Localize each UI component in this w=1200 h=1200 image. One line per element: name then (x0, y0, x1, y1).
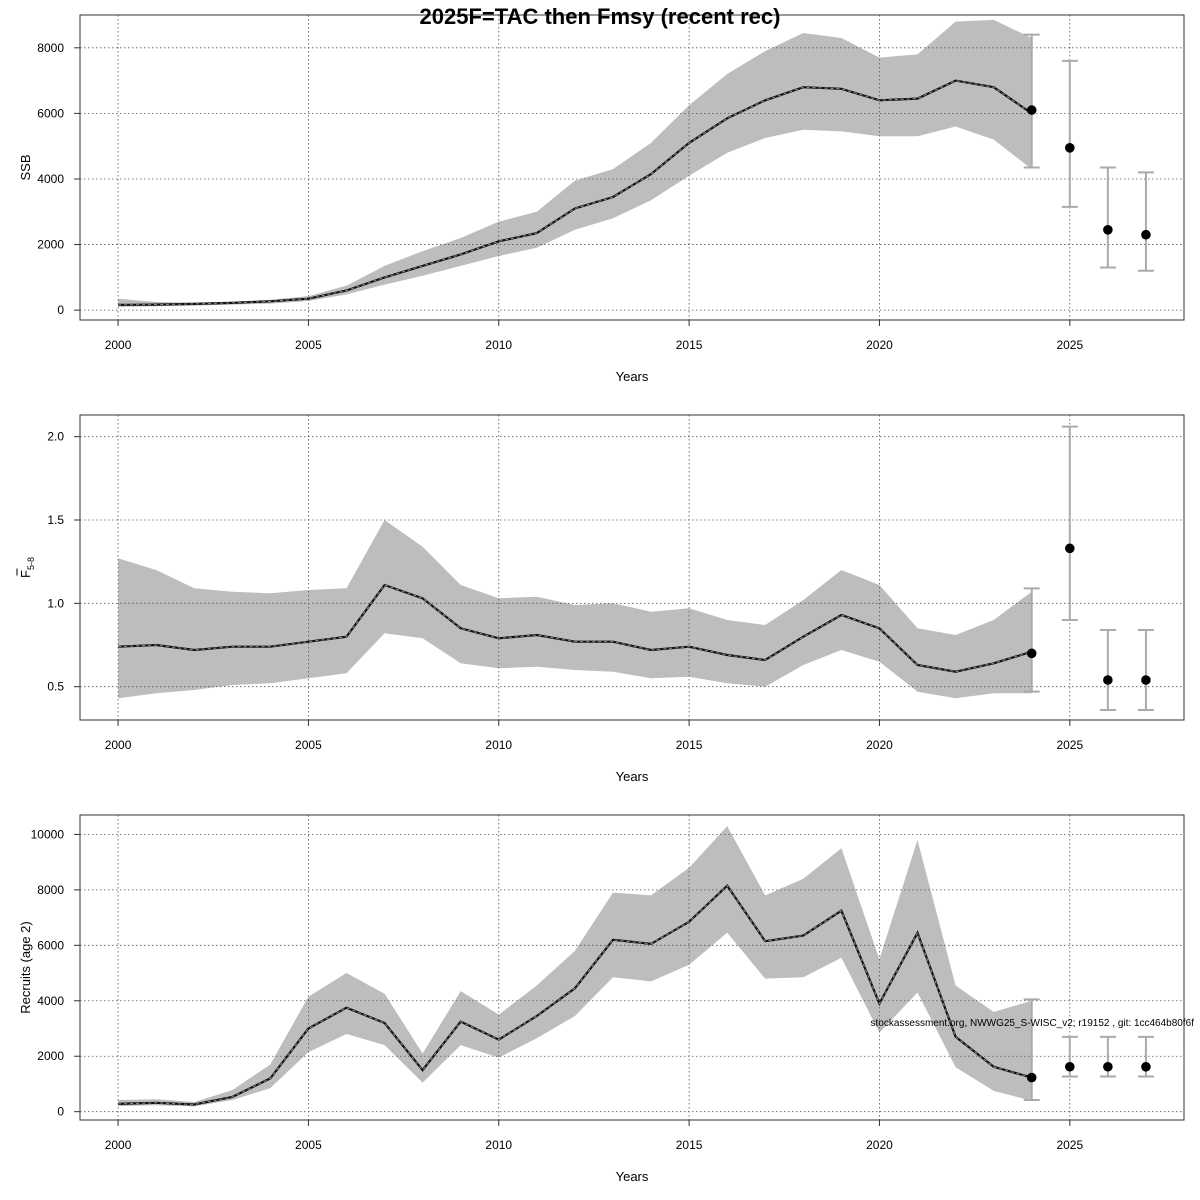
projection-point (1141, 675, 1151, 685)
x-tick-label: 2015 (676, 738, 703, 752)
confidence-band (118, 826, 1032, 1107)
y-tick-label: 0.5 (47, 680, 64, 694)
estimate-line-dash (118, 885, 1032, 1105)
plot-frame (79, 14, 1185, 321)
y-tick-label: 0 (57, 1105, 64, 1119)
plot-frame (79, 814, 1185, 1121)
y-tick-label: 4000 (37, 172, 64, 186)
estimate-line-dash (118, 584, 1032, 673)
y-axis-title-subscript: 5-8 (26, 557, 36, 570)
y-tick-label: 4000 (37, 994, 64, 1008)
y-tick-label: 8000 (37, 41, 64, 55)
x-tick-label: 2020 (866, 338, 893, 352)
y-tick-label: 10000 (31, 827, 65, 841)
x-tick-label: 2025 (1056, 1138, 1083, 1152)
projection-point (1026, 105, 1037, 115)
x-tick-label: 2010 (485, 738, 512, 752)
x-tick-label: 2025 (1056, 338, 1083, 352)
y-tick-label: 8000 (37, 883, 64, 897)
projection-point (1141, 229, 1151, 240)
projection-point (1103, 225, 1113, 235)
projection-point (1064, 1061, 1075, 1072)
projection-point (1026, 648, 1037, 659)
plot-frame (79, 414, 1185, 721)
x-axis-title: Years (616, 769, 649, 784)
x-tick-label: 2005 (295, 1138, 322, 1152)
y-tick-label: 6000 (37, 106, 64, 120)
y-axis-title: SSB (18, 154, 33, 180)
x-tick-label: 2010 (485, 338, 512, 352)
x-tick-label: 2015 (676, 338, 703, 352)
projection-point (1103, 1061, 1113, 1072)
panel-fbar: 2000 2005 2010 2015 2020 2025 0.5 1.0 1.5 2.0 Year… (16, 414, 1185, 784)
x-tick-label: 2000 (105, 338, 132, 352)
confidence-band (118, 520, 1032, 699)
y-tick-label: 2.0 (47, 430, 64, 444)
x-tick-label: 2015 (676, 1138, 703, 1152)
projection-point (1064, 543, 1075, 554)
x-tick-label: 2005 (295, 338, 322, 352)
y-tick-label: 2000 (37, 1049, 64, 1063)
x-tick-label: 2000 (105, 1138, 132, 1152)
footnote-text: stockassessment.org, NWWG25_S-WISC_v2; r… (871, 1018, 1195, 1029)
y-tick-label: 0 (57, 303, 64, 317)
x-tick-label: 2000 (105, 738, 132, 752)
x-tick-label: 2025 (1056, 738, 1083, 752)
y-tick-label: 6000 (37, 938, 64, 952)
x-axis-title: Years (616, 1169, 649, 1184)
projection-point (1103, 675, 1113, 685)
x-tick-label: 2020 (866, 738, 893, 752)
panel-ssb: 2000 2005 2010 2015 2020 2025 0 2000 4000 6000 800… (18, 14, 1185, 384)
y-tick-label: 1.0 (47, 596, 64, 610)
y-axis-title: F5-8 (18, 557, 36, 578)
projection-point (1026, 1072, 1037, 1083)
chart-title: 2025F=TAC then Fmsy (recent rec) (420, 4, 781, 29)
x-tick-label: 2020 (866, 1138, 893, 1152)
x-tick-label: 2010 (485, 1138, 512, 1152)
y-tick-label: 2000 (37, 238, 64, 252)
confidence-band (118, 19, 1032, 307)
projection-point (1064, 143, 1075, 153)
projection-point (1141, 1061, 1151, 1072)
y-tick-label: 1.5 (47, 513, 64, 527)
estimate-line-dash (118, 80, 1032, 306)
x-axis-title: Years (616, 369, 649, 384)
y-axis-title: Recruits (age 2) (18, 921, 33, 1013)
x-tick-label: 2005 (295, 738, 322, 752)
panel-recruits: 2000 2005 2010 2015 2020 2025 0 2000 4000 6000 800… (18, 814, 1185, 1184)
